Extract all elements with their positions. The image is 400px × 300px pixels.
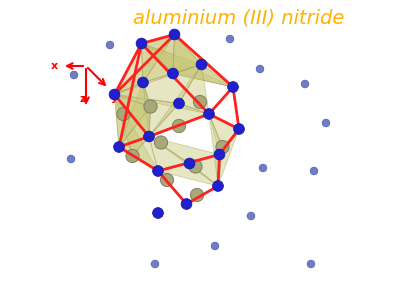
Circle shape — [256, 65, 264, 73]
Polygon shape — [218, 129, 239, 186]
Text: z: z — [80, 94, 86, 103]
Circle shape — [190, 188, 204, 202]
Circle shape — [172, 119, 186, 133]
Polygon shape — [132, 136, 158, 171]
Polygon shape — [142, 34, 174, 74]
Circle shape — [70, 71, 78, 79]
Polygon shape — [114, 64, 202, 104]
Polygon shape — [149, 103, 209, 136]
Circle shape — [154, 136, 168, 149]
Text: x: x — [51, 61, 58, 71]
Polygon shape — [149, 136, 220, 164]
Polygon shape — [149, 136, 190, 171]
Polygon shape — [114, 94, 150, 136]
Circle shape — [126, 149, 139, 163]
Circle shape — [151, 260, 159, 268]
Circle shape — [226, 35, 234, 43]
Polygon shape — [173, 34, 202, 74]
Polygon shape — [119, 82, 150, 147]
Circle shape — [259, 164, 267, 172]
Polygon shape — [149, 64, 202, 136]
Polygon shape — [142, 44, 202, 74]
Polygon shape — [114, 94, 132, 156]
Polygon shape — [114, 94, 158, 171]
Text: aluminium (III) nitride: aluminium (III) nitride — [133, 9, 344, 28]
Circle shape — [301, 80, 309, 88]
Circle shape — [106, 41, 114, 49]
Circle shape — [153, 166, 164, 176]
Circle shape — [307, 260, 315, 268]
Polygon shape — [119, 147, 158, 171]
Polygon shape — [114, 34, 174, 94]
Polygon shape — [158, 154, 220, 171]
Circle shape — [67, 155, 75, 163]
Circle shape — [189, 160, 202, 173]
Circle shape — [144, 131, 154, 142]
Circle shape — [144, 100, 157, 113]
Circle shape — [213, 181, 224, 191]
Polygon shape — [119, 136, 149, 156]
Polygon shape — [179, 64, 209, 114]
Circle shape — [214, 149, 225, 160]
Text: y: y — [111, 93, 118, 103]
Circle shape — [109, 89, 120, 100]
Polygon shape — [114, 94, 149, 156]
Polygon shape — [114, 94, 179, 136]
Circle shape — [181, 199, 192, 209]
Polygon shape — [209, 114, 222, 186]
Circle shape — [153, 208, 164, 218]
Circle shape — [234, 124, 244, 134]
Circle shape — [228, 82, 238, 92]
Polygon shape — [220, 129, 239, 154]
Circle shape — [204, 109, 214, 119]
Polygon shape — [114, 82, 150, 106]
Circle shape — [247, 212, 255, 220]
Circle shape — [160, 173, 174, 187]
Circle shape — [211, 242, 219, 250]
Polygon shape — [142, 44, 233, 87]
Circle shape — [174, 98, 184, 109]
Circle shape — [216, 140, 229, 154]
Polygon shape — [114, 64, 202, 94]
Polygon shape — [142, 44, 202, 82]
Circle shape — [136, 38, 147, 49]
Polygon shape — [173, 64, 233, 87]
Polygon shape — [114, 94, 209, 114]
Polygon shape — [119, 106, 150, 147]
Circle shape — [184, 158, 195, 169]
Circle shape — [310, 167, 318, 175]
Polygon shape — [149, 136, 218, 186]
Polygon shape — [190, 154, 220, 186]
Circle shape — [138, 77, 148, 88]
Circle shape — [169, 29, 180, 40]
Polygon shape — [218, 147, 222, 186]
Circle shape — [114, 142, 124, 152]
Polygon shape — [114, 44, 143, 94]
Polygon shape — [209, 114, 222, 154]
Polygon shape — [142, 34, 174, 82]
Polygon shape — [143, 82, 150, 136]
Circle shape — [117, 107, 130, 121]
Polygon shape — [158, 164, 218, 186]
Circle shape — [194, 95, 207, 109]
Polygon shape — [114, 94, 150, 147]
Polygon shape — [143, 34, 202, 82]
Circle shape — [322, 119, 330, 127]
Polygon shape — [173, 34, 233, 87]
Polygon shape — [209, 114, 239, 147]
Circle shape — [168, 68, 178, 79]
Circle shape — [196, 59, 207, 70]
